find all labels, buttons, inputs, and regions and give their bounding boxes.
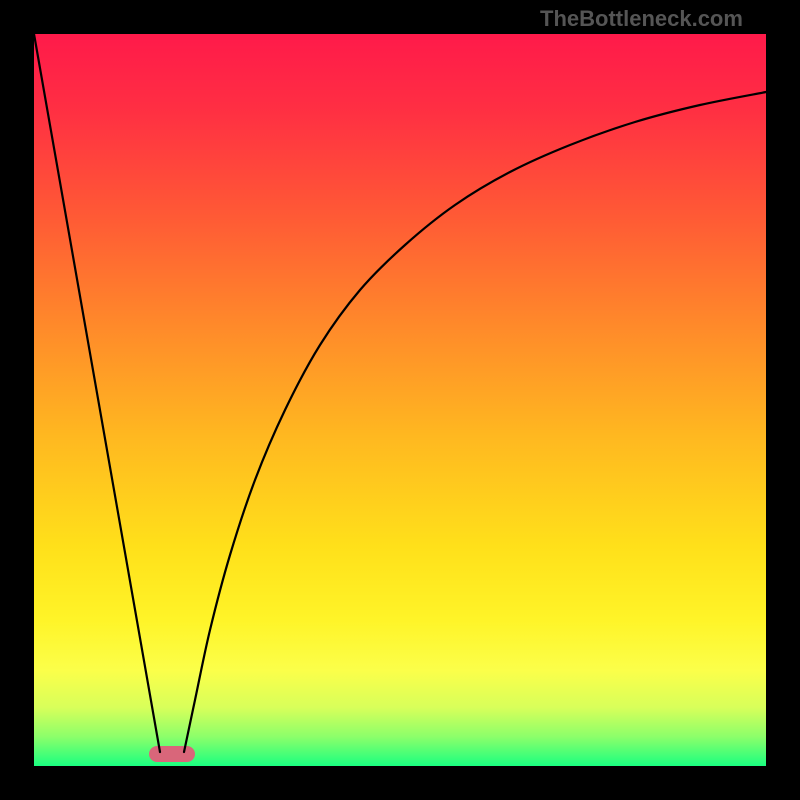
plot-area xyxy=(34,34,766,766)
gradient-background xyxy=(34,34,766,766)
watermark-text: TheBottleneck.com xyxy=(540,6,743,32)
